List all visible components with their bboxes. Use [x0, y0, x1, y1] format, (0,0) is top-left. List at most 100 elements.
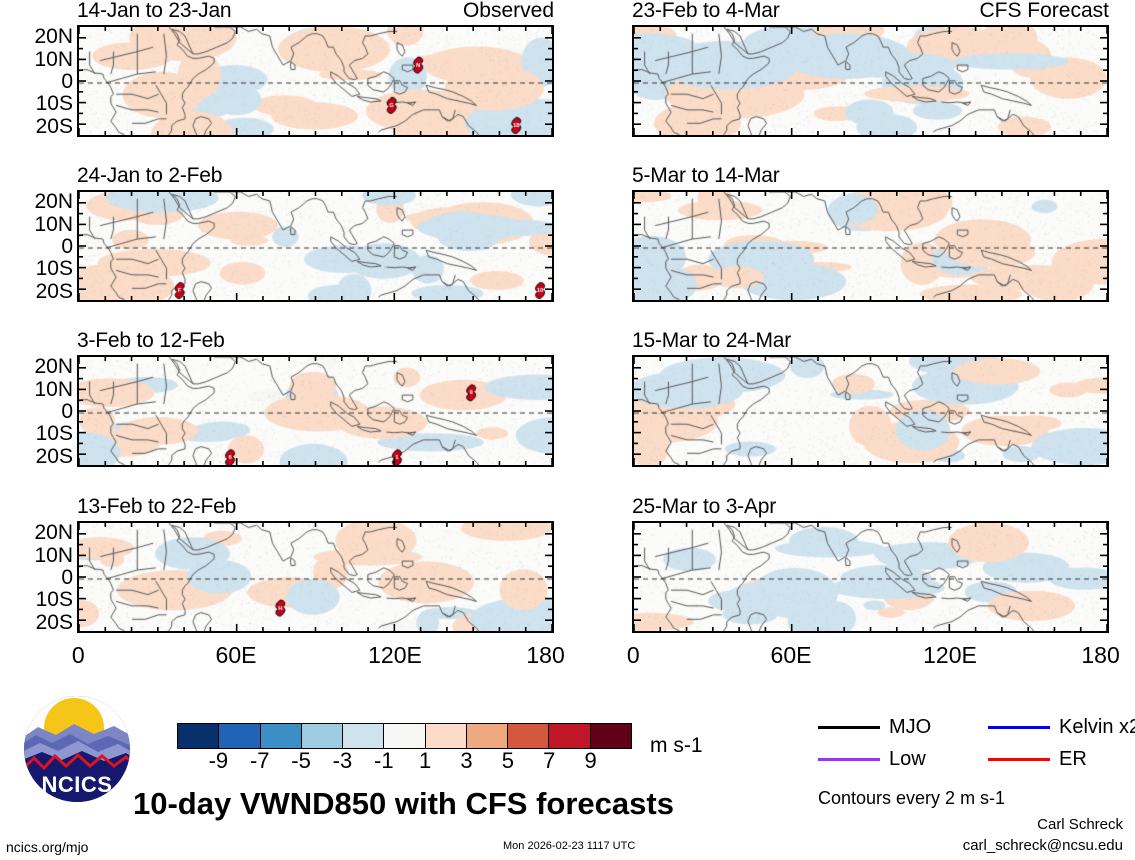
- panel-grid: 14-Jan to 23-Jan Observed 20N 10N 0 10S 20S 24-…: [5, 0, 1109, 633]
- legend: MJO Kelvin x2 Low ER: [818, 714, 1135, 776]
- y-axis-tick-label: 20N: [34, 521, 73, 545]
- colorbar-tick-label: 1: [419, 748, 432, 773]
- x-axis-labels-right: 0 60E 120E 180: [627, 642, 1120, 670]
- contours-note: Contours every 2 m s-1: [818, 788, 1006, 808]
- legend-item-er: ER: [988, 746, 1087, 772]
- legend-item-mjo: MJO: [818, 714, 931, 740]
- y-axis-labels: 20N 10N 0 10S 20S: [5, 355, 73, 467]
- colorbar-segment: [466, 724, 509, 748]
- map-panel-left-3: 3-Feb to 12-Feb 20N 10N 0 10S 20S: [34, 329, 554, 467]
- y-axis-tick-label: 10N: [34, 212, 73, 236]
- map-anomaly-field: [634, 357, 1107, 465]
- colorbar-segment: [590, 724, 631, 748]
- colorbar-segment: [343, 724, 385, 748]
- legend-line-swatch: [988, 757, 1050, 761]
- y-axis-tick-label: 10S: [35, 588, 73, 612]
- colorbar-ticks: -9 -7 -5 -3 -1 1 3 5 7 9: [177, 749, 632, 777]
- y-axis-labels: 20N 10N 0 10S 20S: [5, 190, 73, 302]
- y-axis-tick-label: 10N: [34, 377, 73, 401]
- colorbar-tick-label: -3: [332, 748, 353, 773]
- ncics-logo: NCICS: [22, 694, 132, 804]
- x-axis-tick-label: 60E: [215, 642, 257, 668]
- y-axis-tick-label: 10N: [34, 543, 73, 567]
- x-axis-tick-label: 0: [626, 642, 640, 668]
- map-panel-right-3: 15-Mar to 24-Mar: [632, 330, 1109, 467]
- colorbar-segment: [178, 724, 220, 748]
- column-header-right: CFS Forecast: [979, 0, 1109, 22]
- y-axis-labels: 20N 10N 0 10S 20S: [5, 25, 73, 137]
- panel-title: 23-Feb to 4-Mar: [632, 0, 780, 22]
- y-axis-tick-label: 20N: [34, 355, 73, 379]
- panel-title: 3-Feb to 12-Feb: [77, 329, 225, 352]
- x-axis-tick-label: 180: [526, 642, 565, 668]
- y-axis-tick-label: 10S: [35, 257, 73, 281]
- colorbar-tick-label: -7: [249, 748, 270, 773]
- x-axis-tick-label: 120E: [368, 642, 422, 668]
- panel-title: 25-Mar to 3-Apr: [632, 495, 777, 518]
- map-plot-area: [77, 355, 554, 467]
- legend-item-kelvin-x2: Kelvin x2: [988, 714, 1135, 740]
- map-anomaly-field: [79, 523, 552, 631]
- y-axis-tick-label: 0: [61, 70, 73, 93]
- legend-item-low: Low: [818, 746, 926, 772]
- colorbar-segment: [219, 724, 261, 748]
- map-plot-area: [77, 521, 554, 633]
- map-plot-area: [632, 190, 1109, 302]
- author-email: carl_schreck@ncsu.edu: [962, 837, 1123, 854]
- legend-line-swatch: [818, 757, 880, 761]
- y-axis-tick-label: 0: [61, 400, 73, 423]
- map-anomaly-field: [634, 192, 1107, 300]
- y-axis-tick-label: 20N: [34, 25, 73, 49]
- map-anomaly-field: [79, 27, 552, 135]
- legend-line-swatch: [988, 725, 1050, 729]
- panel-title: 13-Feb to 22-Feb: [77, 495, 237, 518]
- y-axis-tick-label: 10S: [35, 92, 73, 116]
- colorbar-strip: [177, 723, 632, 749]
- y-axis-tick-label: 20S: [35, 279, 73, 303]
- map-panel-right-4: 25-Mar to 3-Apr: [632, 496, 1109, 633]
- x-axis-tick-label: 120E: [923, 642, 977, 668]
- map-plot-area: [77, 190, 554, 302]
- ncics-logo-text: NCICS: [41, 772, 113, 797]
- y-axis-tick-label: 20N: [34, 190, 73, 214]
- figure-main-title: 10-day VWND850 with CFS forecasts: [133, 786, 674, 821]
- x-axis-tick-label: 0: [71, 642, 85, 668]
- map-anomaly-field: [79, 357, 552, 465]
- y-axis-tick-label: 0: [61, 235, 73, 258]
- panel-title: 5-Mar to 14-Mar: [632, 164, 780, 187]
- legend-line-swatch: [818, 725, 880, 729]
- author-name: Carl Schreck: [1037, 816, 1123, 833]
- map-panel-right-2: 5-Mar to 14-Mar: [632, 165, 1109, 302]
- map-plot-area: [632, 521, 1109, 633]
- y-axis-tick-label: 10S: [35, 422, 73, 446]
- colorbar-segment: [384, 724, 426, 748]
- colorbar-tick-label: -5: [291, 748, 311, 773]
- ncics-logo-icon: [24, 696, 130, 802]
- y-axis-labels: 20N 10N 0 10S 20S: [5, 521, 73, 633]
- colorbar-units-label: m s-1: [650, 734, 703, 757]
- map-panel-right-1: 23-Feb to 4-Mar CFS Forecast: [632, 0, 1109, 137]
- colorbar-segment: [508, 724, 550, 748]
- panel-title: 14-Jan to 23-Jan: [77, 0, 232, 22]
- colorbar-segment: [260, 724, 302, 748]
- y-axis-tick-label: 20S: [35, 444, 73, 468]
- y-axis-tick-label: 0: [61, 566, 73, 589]
- colorbar-tick-label: 9: [584, 748, 597, 773]
- column-header-left: Observed: [462, 0, 554, 22]
- legend-label: ER: [1059, 748, 1087, 770]
- panel-title: 15-Mar to 24-Mar: [632, 329, 792, 352]
- colorbar-tick-label: 7: [543, 748, 556, 773]
- generation-timestamp: Mon 2026-02-23 1117 UTC: [503, 840, 636, 852]
- x-axis-tick-label: 60E: [770, 642, 812, 668]
- colorbar-tick-label: -1: [374, 748, 394, 773]
- map-anomaly-field: [634, 523, 1107, 631]
- map-plot-area: [632, 25, 1109, 137]
- colorbar-tick-label: 3: [460, 748, 473, 773]
- colorbar-tick-label: 5: [501, 748, 515, 773]
- x-axis-tick-label: 180: [1081, 642, 1120, 668]
- panel-title: 24-Jan to 2-Feb: [77, 164, 223, 187]
- legend-label: MJO: [889, 716, 932, 738]
- colorbar-segment: [425, 724, 467, 748]
- colorbar: -9 -7 -5 -3 -1 1 3 5 7 9: [177, 723, 632, 777]
- colorbar-segment: [549, 724, 591, 748]
